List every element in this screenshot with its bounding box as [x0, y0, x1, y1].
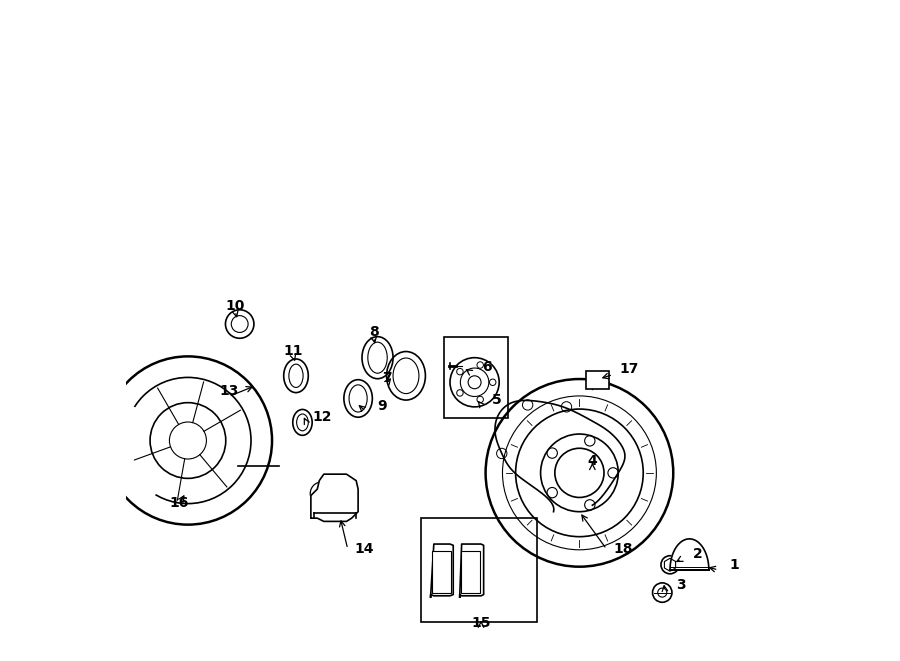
Bar [444, 337, 508, 418]
Polygon shape [310, 474, 358, 522]
Text: 16: 16 [170, 496, 189, 510]
Text: 11: 11 [284, 344, 303, 358]
Text: 3: 3 [676, 578, 686, 592]
Text: 9: 9 [377, 399, 387, 413]
Text: 7: 7 [382, 371, 392, 385]
Text: 8: 8 [369, 325, 379, 339]
Text: 6: 6 [482, 360, 491, 374]
Bar [421, 518, 537, 622]
Text: 5: 5 [492, 393, 502, 407]
Text: 12: 12 [313, 410, 332, 424]
Text: 17: 17 [619, 362, 639, 376]
Text: 2: 2 [693, 547, 703, 561]
Text: 14: 14 [355, 542, 374, 556]
Bar [586, 371, 608, 389]
Text: 4: 4 [588, 454, 598, 468]
Text: 13: 13 [219, 384, 238, 399]
Polygon shape [670, 539, 709, 570]
Polygon shape [460, 544, 483, 597]
Text: 18: 18 [613, 542, 633, 556]
Bar [461, 551, 481, 592]
Polygon shape [430, 544, 454, 597]
Bar [432, 551, 451, 592]
Text: 15: 15 [472, 616, 491, 630]
Text: 1: 1 [730, 558, 740, 572]
Text: 10: 10 [226, 299, 245, 313]
